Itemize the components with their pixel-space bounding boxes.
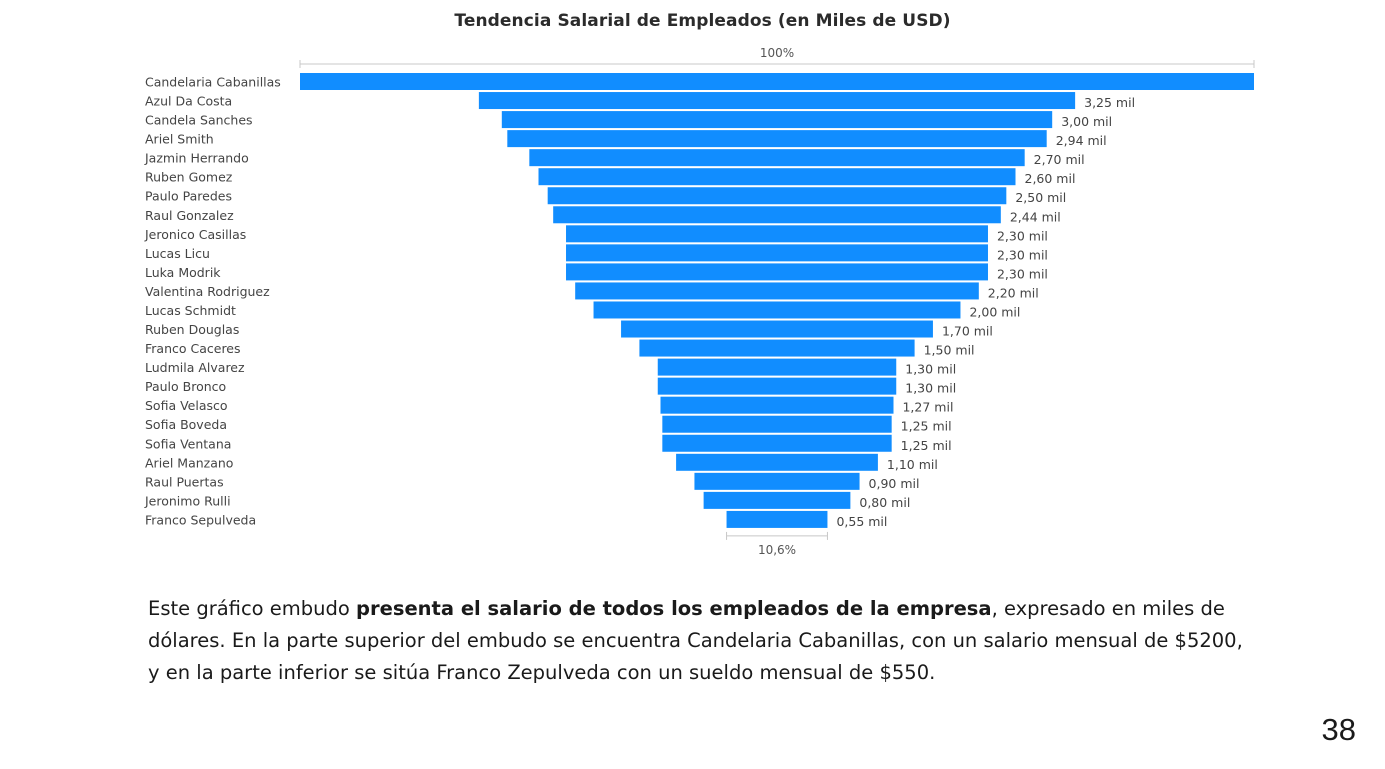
category-label: Sofia Ventana [145, 436, 231, 451]
funnel-bar [662, 434, 892, 452]
funnel-bar [657, 358, 897, 376]
category-label: Ludmila Alvarez [145, 360, 245, 375]
category-label: Raul Gonzalez [145, 208, 234, 223]
slide-description: Este gráfico embudo presenta el salario … [148, 593, 1258, 689]
category-label: Valentina Rodriguez [145, 284, 270, 299]
category-label: Ariel Smith [145, 132, 214, 147]
category-label: Raul Puertas [145, 474, 224, 489]
funnel-chart: 100% Candelaria Cabanillas Azul Da Costa 3,… [144, 46, 1255, 557]
value-label: 2,50 mil [1015, 190, 1066, 205]
funnel-bar [566, 263, 988, 281]
category-label: Luka Modrik [145, 265, 221, 280]
value-label: 1,30 mil [905, 362, 956, 377]
funnel-bar [501, 111, 1053, 129]
value-label: 2,30 mil [997, 228, 1048, 243]
value-label: 0,90 mil [869, 476, 920, 491]
funnel-bar [566, 225, 988, 243]
bottom-percent-label: 10,6% [758, 543, 796, 557]
category-label: Ariel Manzano [145, 455, 233, 470]
description-bold: presenta el salario de todos los emplead… [356, 597, 992, 620]
funnel-bar [593, 301, 961, 319]
funnel-bar [660, 396, 894, 414]
funnel-bar [726, 510, 828, 528]
page-number: 38 [1321, 712, 1356, 747]
value-label: 3,25 mil [1084, 95, 1135, 110]
value-label: 1,30 mil [905, 381, 956, 396]
value-label: 2,44 mil [1010, 209, 1061, 224]
funnel-bar [538, 168, 1016, 186]
category-label: Candela Sanches [145, 113, 253, 128]
top-percent-label: 100% [760, 46, 794, 60]
value-label: 1,70 mil [942, 324, 993, 339]
category-label: Franco Sepulveda [145, 512, 256, 527]
value-label: 1,10 mil [887, 457, 938, 472]
funnel-bar [676, 453, 878, 471]
category-label: Sofia Boveda [145, 417, 227, 432]
category-label: Azul Da Costa [145, 94, 232, 109]
funnel-bar [507, 130, 1047, 148]
funnel-bar [553, 206, 1001, 224]
value-label: 1,27 mil [902, 400, 953, 415]
category-label: Lucas Licu [145, 246, 210, 261]
category-label: Jeronico Casillas [144, 227, 246, 242]
category-label: Jeronimo Rulli [144, 493, 231, 508]
funnel-bar [575, 282, 979, 300]
value-label: 2,30 mil [997, 266, 1048, 281]
funnel-bar [547, 187, 1007, 205]
value-label: 2,30 mil [997, 247, 1048, 262]
value-label: 2,70 mil [1034, 152, 1085, 167]
category-label: Ruben Gomez [145, 170, 233, 185]
funnel-bar [694, 472, 860, 490]
funnel-bar [703, 491, 851, 509]
funnel-bar [621, 320, 933, 338]
value-label: 0,80 mil [859, 495, 910, 510]
category-label: Candelaria Cabanillas [145, 75, 281, 90]
category-label: Ruben Douglas [145, 322, 239, 337]
funnel-bar [529, 149, 1025, 167]
value-label: 2,20 mil [988, 285, 1039, 300]
category-label: Lucas Schmidt [145, 303, 236, 318]
value-label: 1,25 mil [901, 419, 952, 434]
funnel-bar [662, 415, 892, 433]
category-label: Paulo Bronco [145, 379, 226, 394]
value-label: 2,60 mil [1025, 171, 1076, 186]
value-label: 3,00 mil [1061, 114, 1112, 129]
description-rest: , expresado en miles de dólares. En la p… [148, 597, 1243, 684]
value-label: 1,25 mil [901, 438, 952, 453]
funnel-bar [639, 339, 915, 357]
category-label: Sofia Velasco [145, 398, 228, 413]
value-label: 1,50 mil [924, 343, 975, 358]
funnel-bar [300, 73, 1254, 90]
value-label: 2,94 mil [1056, 133, 1107, 148]
description-intro: Este gráfico embudo [148, 597, 357, 620]
value-label: 0,55 mil [836, 514, 887, 529]
chart-title: Tendencia Salarial de Empleados (en Mile… [454, 11, 951, 31]
category-label: Paulo Paredes [145, 189, 232, 204]
category-label: Franco Caceres [145, 341, 241, 356]
funnel-bar [566, 244, 988, 262]
funnel-bar [657, 377, 897, 395]
category-label: Jazmin Herrando [144, 151, 249, 166]
value-label: 2,00 mil [969, 304, 1020, 319]
funnel-bar [478, 92, 1076, 110]
